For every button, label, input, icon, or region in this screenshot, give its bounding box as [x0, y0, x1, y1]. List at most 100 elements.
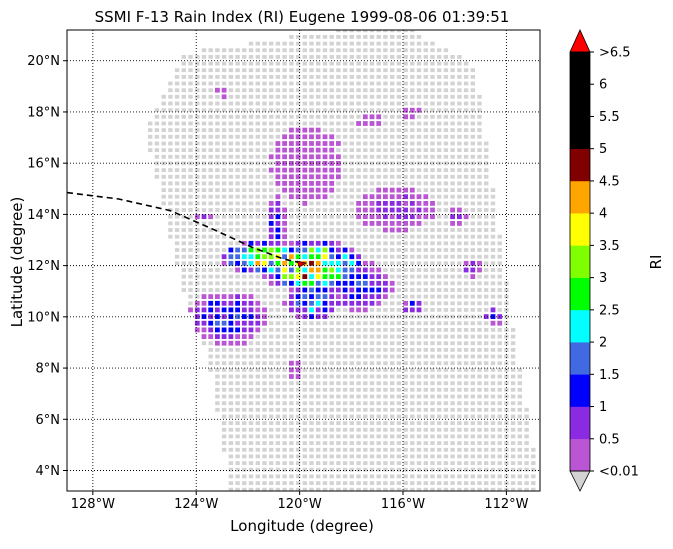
- swath-pixel: [403, 248, 408, 252]
- swath-pixel: [463, 454, 469, 459]
- swath-pixel: [349, 427, 354, 432]
- swath-pixel: [221, 208, 227, 212]
- rain-pixel: [329, 181, 335, 186]
- swath-pixel: [295, 487, 301, 491]
- swath-pixel: [275, 48, 281, 53]
- swath-pixel: [383, 407, 388, 412]
- swath-pixel: [342, 354, 348, 359]
- swath-pixel: [349, 474, 354, 479]
- swath-pixel: [376, 434, 381, 439]
- swath-pixel: [336, 447, 341, 452]
- swath-pixel: [329, 434, 334, 439]
- swath-pixel: [363, 81, 368, 86]
- swath-pixel: [450, 348, 455, 352]
- swath-pixel: [450, 314, 455, 319]
- swath-pixel: [376, 75, 381, 79]
- swath-pixel: [255, 88, 260, 93]
- swath-pixel: [302, 48, 307, 53]
- swath-pixel: [470, 487, 475, 491]
- rain-pixel: [322, 260, 328, 266]
- swath-pixel: [383, 248, 388, 252]
- swath-pixel: [457, 141, 462, 146]
- swath-pixel: [235, 214, 240, 219]
- rain-pixel: [241, 267, 247, 273]
- swath-pixel: [248, 461, 254, 465]
- swath-pixel: [443, 401, 449, 406]
- swath-pixel: [316, 35, 321, 39]
- rain-pixel: [221, 334, 227, 339]
- swath-pixel: [396, 334, 402, 339]
- swath-pixel: [490, 288, 496, 292]
- swath-pixel: [510, 441, 516, 445]
- swath-pixel: [416, 55, 422, 59]
- swath-pixel: [390, 161, 395, 166]
- swath-pixel: [336, 354, 341, 359]
- swath-pixel: [302, 387, 307, 392]
- swath-pixel: [248, 55, 254, 59]
- rain-pixel: [235, 247, 240, 253]
- swath-pixel: [490, 241, 496, 246]
- swath-pixel: [396, 254, 402, 259]
- swath-pixel: [302, 228, 307, 232]
- swath-pixel: [470, 128, 475, 132]
- swath-pixel: [457, 194, 462, 199]
- swath-pixel: [463, 141, 469, 146]
- swath-pixel: [363, 154, 368, 159]
- swath-pixel: [275, 114, 281, 119]
- swath-pixel: [322, 394, 328, 399]
- swath-pixel: [430, 41, 435, 46]
- swath-pixel: [309, 487, 314, 491]
- swath-pixel: [221, 407, 227, 412]
- swath-pixel: [457, 441, 462, 445]
- swath-pixel: [295, 461, 301, 465]
- swath-pixel: [282, 394, 287, 399]
- swath-pixel: [396, 314, 402, 319]
- rain-pixel: [315, 267, 321, 273]
- rain-pixel: [389, 227, 395, 233]
- swath-pixel: [470, 134, 475, 139]
- swath-pixel: [430, 368, 435, 372]
- rain-pixel: [262, 240, 267, 246]
- rain-pixel: [470, 274, 476, 279]
- rain-pixel: [376, 121, 382, 126]
- swath-pixel: [269, 387, 274, 392]
- rain-pixel: [342, 260, 348, 266]
- swath-pixel: [410, 121, 415, 126]
- rain-pixel: [383, 287, 388, 293]
- swath-pixel: [457, 148, 462, 152]
- rain-pixel: [295, 154, 301, 160]
- swath-pixel: [437, 148, 442, 152]
- swath-pixel: [457, 174, 462, 179]
- swath-pixel: [188, 234, 193, 239]
- rain-pixel: [248, 307, 254, 313]
- swath-pixel: [369, 381, 375, 386]
- swath-pixel: [396, 241, 402, 246]
- swath-pixel: [390, 148, 395, 152]
- swath-pixel: [450, 141, 455, 146]
- swath-pixel: [235, 394, 240, 399]
- swath-pixel: [255, 181, 260, 186]
- swath-pixel: [457, 168, 462, 172]
- swath-pixel: [262, 294, 267, 299]
- swath-pixel: [450, 334, 455, 339]
- swath-pixel: [336, 314, 341, 319]
- swath-pixel: [282, 434, 287, 439]
- swath-pixel: [457, 188, 462, 192]
- swath-pixel: [228, 481, 234, 485]
- swath-pixel: [463, 334, 469, 339]
- swath-pixel: [295, 108, 301, 113]
- swath-pixel: [390, 421, 395, 425]
- swath-pixel: [510, 348, 516, 352]
- rain-pixel: [362, 280, 368, 286]
- swath-pixel: [437, 334, 442, 339]
- swath-pixel: [174, 101, 180, 106]
- swath-pixel: [363, 141, 368, 146]
- swath-pixel: [484, 368, 489, 372]
- swath-pixel: [221, 148, 227, 152]
- colorbar-tick-label: 5.5: [599, 110, 620, 125]
- swath-pixel: [242, 221, 247, 226]
- swath-pixel: [289, 208, 294, 212]
- swath-pixel: [403, 481, 408, 485]
- swath-pixel: [390, 68, 395, 73]
- swath-pixel: [342, 128, 348, 132]
